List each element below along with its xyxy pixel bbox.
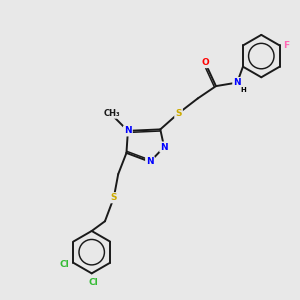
Text: O: O [202,58,209,67]
Text: F: F [283,41,289,50]
Text: N: N [124,126,132,135]
Text: S: S [110,193,117,202]
Text: S: S [175,109,182,118]
Text: N: N [146,157,154,166]
Text: Cl: Cl [88,278,98,287]
Text: N: N [233,78,241,87]
Text: Cl: Cl [59,260,69,269]
Text: H: H [240,87,246,93]
Text: N: N [160,142,168,152]
Text: CH₃: CH₃ [103,109,120,118]
